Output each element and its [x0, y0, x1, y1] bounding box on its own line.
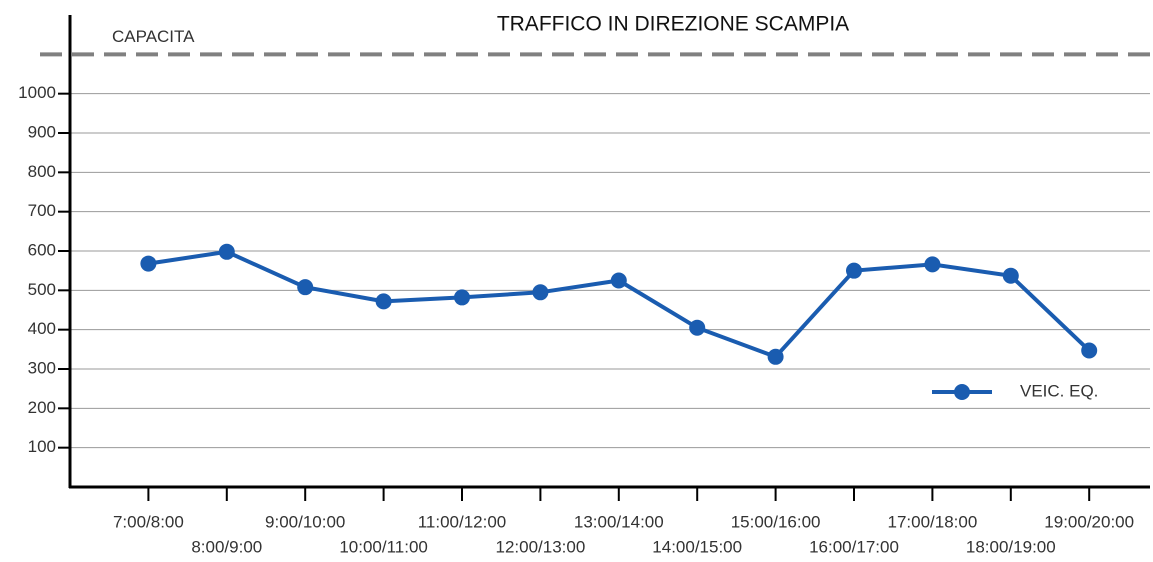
y-tick-label: 200 [28, 398, 56, 417]
x-tick-label: 18:00/19:00 [966, 537, 1056, 556]
y-tick-label: 1000 [18, 83, 56, 102]
data-point [767, 348, 784, 365]
data-point [689, 319, 706, 336]
data-point [532, 284, 549, 301]
y-tick-label: 700 [28, 201, 56, 220]
y-tick-label: 400 [28, 319, 56, 338]
data-point [1002, 267, 1019, 284]
legend-label: VEIC. EQ. [1020, 381, 1098, 400]
x-tick-label: 13:00/14:00 [574, 512, 664, 531]
capacity-label: CAPACITA [112, 27, 195, 46]
data-point [218, 243, 235, 260]
y-tick-label: 800 [28, 162, 56, 181]
x-tick-label: 17:00/18:00 [887, 512, 977, 531]
series-line [148, 249, 1091, 360]
x-tick-label: 16:00/17:00 [809, 537, 899, 556]
data-point [297, 279, 314, 296]
x-tick-label: 10:00/11:00 [339, 537, 428, 556]
data-point [924, 256, 941, 273]
y-tick-label: 300 [28, 358, 56, 377]
y-tick-label: 600 [28, 240, 56, 259]
data-point [1081, 342, 1098, 359]
data-point [140, 255, 157, 272]
x-tick-label: 8:00/9:00 [191, 537, 262, 556]
y-tick-label: 100 [28, 437, 56, 456]
data-point [375, 293, 392, 310]
data-point [610, 272, 627, 289]
y-tick-label: 500 [28, 280, 56, 299]
x-tick-label: 7:00/8:00 [113, 512, 184, 531]
data-point [846, 262, 862, 279]
x-tick-label: 15:00/16:00 [731, 512, 821, 531]
x-tick-label: 9:00/10:00 [265, 512, 345, 531]
x-tick-label: 19:00/20:00 [1044, 512, 1134, 531]
y-tick-label: 900 [28, 122, 56, 141]
x-tick-label: 14:00/15:00 [652, 537, 742, 556]
legend-marker [954, 384, 970, 400]
x-tick-label: 11:00/12:00 [418, 512, 507, 531]
chart-title: TRAFFICO IN DIREZIONE SCAMPIA [497, 13, 849, 36]
x-tick-label: 12:00/13:00 [495, 537, 585, 556]
data-point [454, 289, 470, 306]
